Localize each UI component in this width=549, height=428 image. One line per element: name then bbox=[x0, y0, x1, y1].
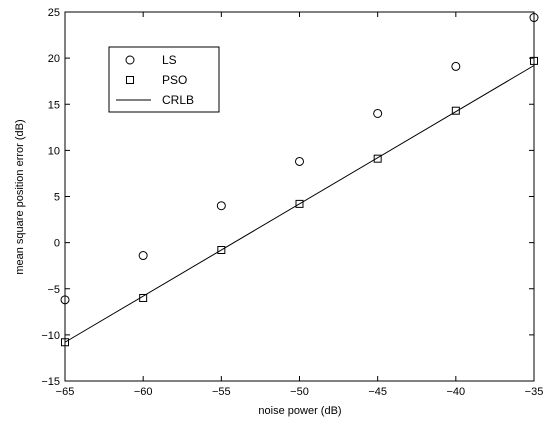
y-tick-label: 20 bbox=[48, 53, 60, 65]
legend-item-ls: LS bbox=[125, 53, 177, 67]
x-tick-label: −65 bbox=[56, 386, 75, 398]
legend-ls-marker bbox=[125, 55, 135, 65]
pso-point bbox=[373, 154, 382, 163]
x-tick-label: −45 bbox=[368, 386, 387, 398]
legend: LS PSO CRLB bbox=[108, 46, 220, 113]
y-tick-label: −15 bbox=[41, 376, 60, 388]
y-tick-label: −10 bbox=[41, 330, 60, 342]
y-tick-label: 0 bbox=[54, 238, 60, 250]
ls-point bbox=[60, 295, 70, 305]
pso-point bbox=[295, 199, 304, 208]
y-tick-label: −5 bbox=[47, 284, 60, 296]
ls-point bbox=[451, 61, 461, 71]
y-tick-label: 25 bbox=[48, 7, 60, 19]
ls-point bbox=[216, 201, 226, 211]
legend-item-pso: PSO bbox=[126, 73, 187, 87]
pso-point bbox=[451, 106, 460, 115]
x-tick-label: −40 bbox=[446, 386, 465, 398]
legend-item-crlb: CRLB bbox=[116, 93, 194, 107]
x-tick-label: −35 bbox=[525, 386, 544, 398]
series-group bbox=[60, 13, 539, 347]
ls-point bbox=[529, 13, 539, 23]
x-tick-label: −60 bbox=[134, 386, 153, 398]
y-axis-label: mean square position error (dB) bbox=[14, 119, 26, 274]
y-tick-label: 15 bbox=[48, 99, 60, 111]
x-axis-label: noise power (dB) bbox=[258, 405, 341, 417]
x-tick-label: −55 bbox=[212, 386, 231, 398]
y-tick-label: 10 bbox=[48, 145, 60, 157]
y-tick-label: 5 bbox=[54, 192, 60, 204]
series-ls bbox=[60, 13, 539, 305]
crlb-line bbox=[64, 65, 535, 343]
legend-label: PSO bbox=[162, 73, 187, 87]
pso-point bbox=[61, 338, 69, 347]
legend-pso-marker bbox=[126, 76, 134, 84]
ls-point bbox=[295, 156, 304, 166]
ls-point bbox=[138, 251, 148, 261]
legend-box bbox=[108, 46, 220, 113]
x-tick-label: −50 bbox=[290, 386, 309, 398]
ls-point bbox=[373, 108, 383, 118]
legend-label: CRLB bbox=[162, 93, 194, 107]
legend-label: LS bbox=[162, 53, 177, 67]
series-crlb bbox=[64, 65, 535, 343]
pso-point bbox=[530, 56, 538, 65]
pso-point bbox=[217, 246, 226, 255]
